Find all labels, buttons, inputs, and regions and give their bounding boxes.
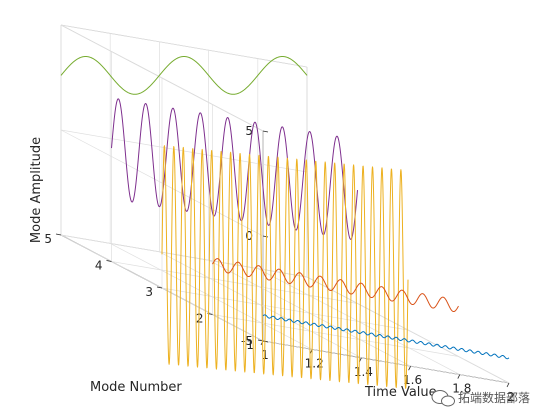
y-tick-label: 2 xyxy=(196,312,204,326)
y-tick-mark xyxy=(156,286,163,289)
z-tick-label: -5 xyxy=(241,334,253,348)
z-tick-mark xyxy=(262,235,269,238)
watermark-text: 拓端数据部落 xyxy=(458,390,530,405)
x-tick-label: 1.4 xyxy=(354,365,373,379)
z-tick-label: 5 xyxy=(245,124,253,138)
y-tick-mark xyxy=(55,233,62,236)
x-axis-label: Time Value xyxy=(364,385,437,400)
series-line-mode-1 xyxy=(262,314,510,360)
grid-line-z-side xyxy=(60,24,264,132)
grid-line-y-floor xyxy=(111,261,358,304)
y-tick-label: 1 xyxy=(246,338,254,352)
grid-lines xyxy=(60,24,510,384)
y-tick-label: 3 xyxy=(145,285,153,299)
y-tick-mark xyxy=(106,260,112,262)
grid-line-y-floor xyxy=(161,287,409,331)
wechat-icon xyxy=(431,390,455,407)
watermark: 拓端数据部落 xyxy=(431,390,530,407)
x-tick-mark xyxy=(408,366,411,371)
x-tick-label: 1.8 xyxy=(452,382,471,396)
grid-line-y-floor xyxy=(212,314,459,357)
z-tick-label: 0 xyxy=(245,229,253,243)
z-tick-mark xyxy=(262,130,269,133)
y-axis-label: Mode Number xyxy=(90,380,182,395)
y-tick-label: 4 xyxy=(95,259,103,273)
series-layer xyxy=(60,56,510,389)
axes-box xyxy=(60,24,510,384)
x-tick-mark xyxy=(506,382,510,388)
x-tick-label: 1.2 xyxy=(305,356,324,370)
x-tick-label: 2 xyxy=(507,390,515,404)
y-tick-label: 5 xyxy=(44,232,52,246)
series-line-mode-4 xyxy=(111,98,358,240)
series-line-mode-2 xyxy=(212,258,459,313)
x-tick-label: 1.6 xyxy=(403,373,422,387)
series-line-mode-5 xyxy=(60,56,308,95)
grid-line-z-back xyxy=(60,24,308,68)
series-line-mode-3 xyxy=(161,145,409,389)
z-tick-mark xyxy=(262,340,269,343)
z-axis-label: Mode Amplitude xyxy=(29,137,44,243)
x-tick-mark xyxy=(457,374,461,379)
